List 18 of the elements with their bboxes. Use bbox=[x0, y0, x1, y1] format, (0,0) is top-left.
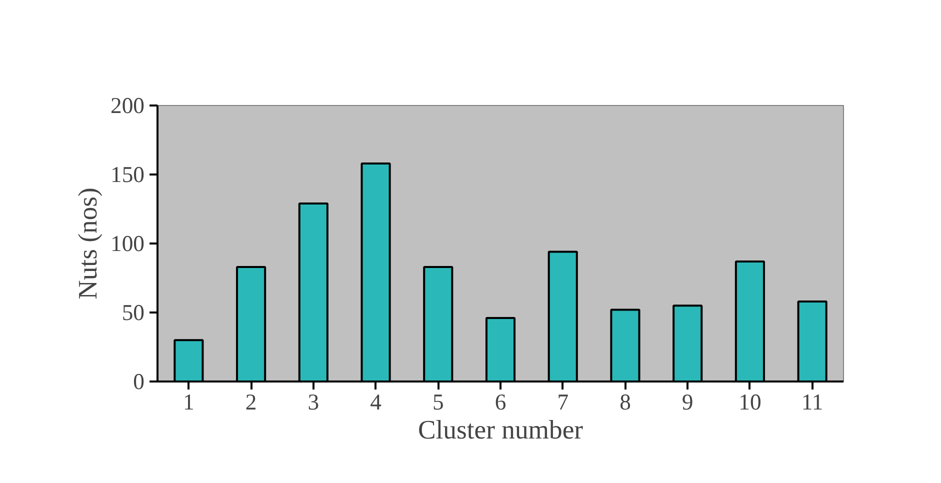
y-axis-title: Nuts (nos) bbox=[72, 188, 103, 300]
x-tick-label: 5 bbox=[432, 390, 444, 414]
x-tick-label: 4 bbox=[370, 390, 382, 414]
x-axis-title: Cluster number bbox=[418, 414, 584, 444]
x-tick-label: 9 bbox=[682, 390, 694, 414]
y-tick-label: 100 bbox=[110, 231, 144, 256]
x-tick-label: 10 bbox=[738, 390, 762, 414]
x-tick-label: 6 bbox=[494, 390, 506, 414]
y-tick-label: 200 bbox=[110, 93, 144, 118]
y-tick-label: 0 bbox=[133, 369, 144, 394]
x-tick-label: 7 bbox=[557, 390, 569, 414]
x-tick-label: 3 bbox=[308, 390, 320, 414]
y-tick-label: 150 bbox=[110, 162, 144, 187]
x-tick-label: 2 bbox=[245, 390, 257, 414]
y-tick-label: 50 bbox=[122, 300, 144, 325]
x-tick-label: 1 bbox=[183, 390, 194, 414]
x-tick-label: 11 bbox=[801, 390, 824, 414]
x-tick-label: 8 bbox=[620, 390, 631, 414]
